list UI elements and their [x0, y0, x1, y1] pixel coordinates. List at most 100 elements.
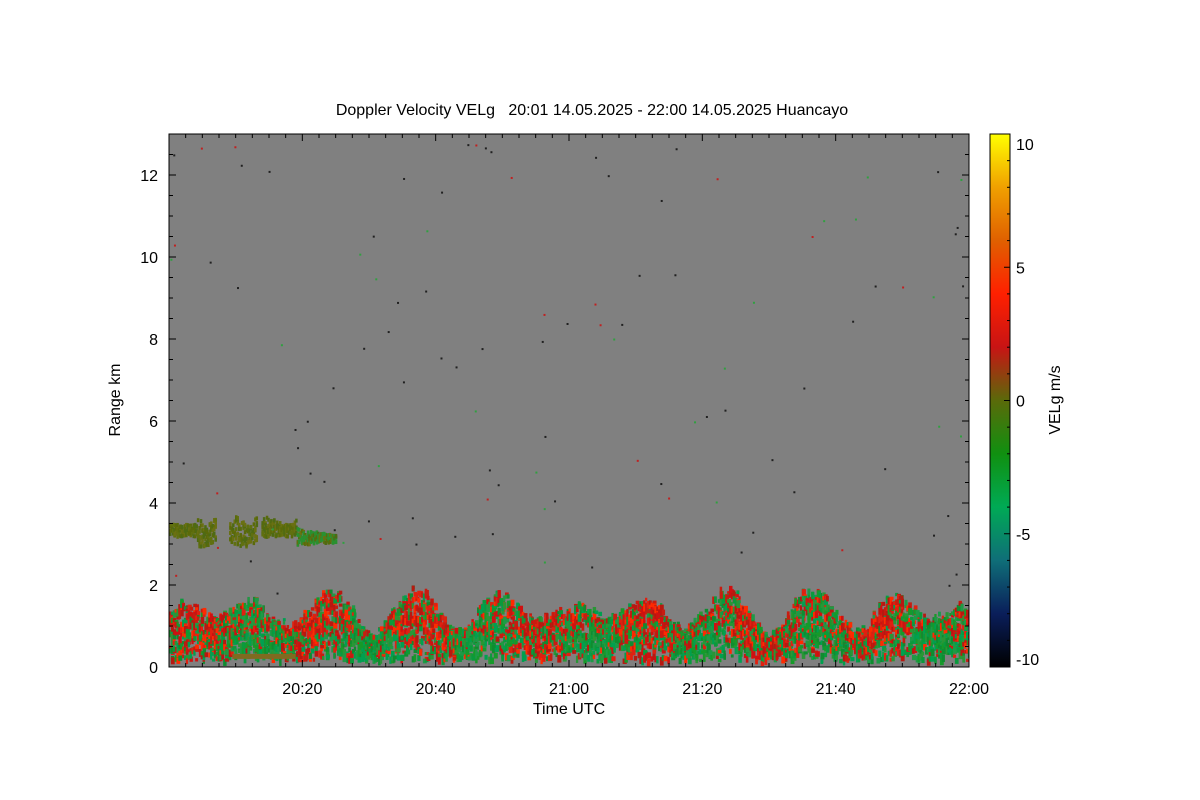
echo-cell — [223, 623, 227, 628]
echo-cell — [170, 634, 174, 642]
echo-cell — [260, 607, 264, 614]
echo-cell — [249, 628, 253, 632]
echo-cell — [282, 621, 286, 625]
echo-cell — [523, 638, 527, 644]
echo-cell — [344, 616, 348, 620]
echo-cell — [288, 629, 293, 634]
echo-cell — [669, 632, 673, 641]
echo-cell — [811, 591, 815, 600]
echo-cell — [546, 613, 549, 620]
echo-cell — [505, 632, 509, 636]
echo-cell — [564, 647, 568, 653]
echo-cell — [170, 611, 175, 619]
echo-cell — [630, 626, 633, 631]
echo-cell — [389, 646, 394, 650]
echo-cell — [409, 600, 413, 606]
echo-cell — [402, 596, 406, 602]
echo-cell — [322, 599, 325, 604]
echo-cell — [585, 640, 589, 648]
echo-cell — [346, 655, 350, 664]
echo-cell — [275, 637, 278, 644]
echo-cell — [536, 618, 540, 624]
echo-cell — [398, 608, 402, 616]
echo-cell — [254, 597, 259, 605]
echo-cell — [523, 628, 527, 637]
echo-cell — [172, 610, 176, 618]
echo-cell — [441, 624, 445, 632]
echo-cell — [422, 593, 426, 601]
echo-cell — [402, 615, 406, 623]
echo-cell — [333, 605, 336, 612]
echo-cell — [338, 595, 342, 603]
echo-cell — [475, 622, 478, 626]
echo-cell — [618, 615, 622, 623]
echo-cell — [729, 613, 732, 619]
echo-cell — [559, 635, 563, 639]
echo-cell — [264, 649, 269, 657]
echo-cell — [493, 596, 497, 602]
echo-cell — [295, 639, 300, 648]
echo-cell — [617, 623, 621, 630]
echo-cell — [258, 642, 263, 650]
echo-cell — [213, 649, 217, 655]
echo-cell — [217, 622, 221, 626]
echo-cell — [475, 638, 479, 645]
echo-cell — [600, 626, 604, 634]
echo-cell — [437, 631, 442, 639]
echo-cell — [659, 610, 664, 617]
echo-cell — [617, 617, 620, 626]
echo-cell — [443, 616, 447, 623]
echo-cell — [555, 610, 559, 618]
echo-cell — [786, 615, 790, 620]
echo-cell — [525, 641, 529, 645]
echo-cell — [198, 634, 203, 639]
echo-cell — [607, 626, 611, 634]
echo-cell — [701, 644, 704, 648]
echo-cell — [198, 649, 202, 657]
echo-cell — [406, 611, 409, 619]
echo-cell — [297, 641, 301, 650]
echo-cell — [430, 608, 435, 614]
echo-cell — [583, 652, 587, 661]
echo-cell — [611, 656, 616, 662]
echo-cell — [288, 644, 292, 651]
echo-cell — [699, 633, 704, 641]
echo-cell — [394, 630, 398, 635]
echo-cell — [219, 639, 223, 646]
echo-cell — [527, 644, 531, 653]
echo-cell — [178, 654, 183, 661]
echo-cell — [753, 642, 757, 649]
echo-cell — [379, 632, 384, 640]
echo-cell — [673, 623, 676, 631]
echo-cell — [740, 605, 744, 611]
echo-cell — [630, 616, 634, 624]
echo-cell — [807, 609, 810, 613]
echo-cell — [775, 652, 779, 658]
echo-cell — [303, 627, 306, 632]
echo-cell — [546, 646, 549, 653]
echo-cell — [469, 627, 474, 636]
echo-cell — [628, 647, 631, 653]
echo-cell — [600, 641, 604, 648]
echo-cell — [811, 638, 814, 644]
echo-cell — [628, 614, 632, 623]
echo-cell — [575, 613, 579, 620]
echo-cell — [415, 615, 420, 623]
echo-cell — [590, 655, 594, 663]
echo-cell — [365, 646, 368, 650]
echo-cell — [189, 650, 193, 655]
echo-cell — [197, 626, 200, 634]
echo-cell — [208, 652, 212, 658]
echo-cell — [568, 619, 573, 623]
echo-cell — [501, 626, 505, 631]
echo-cell — [564, 618, 567, 625]
echo-cell — [656, 624, 659, 632]
echo-cell — [615, 624, 619, 628]
echo-cell — [374, 657, 377, 663]
echo-cell — [590, 653, 595, 657]
echo-cell — [641, 632, 645, 637]
echo-cell — [706, 623, 710, 630]
echo-cell — [663, 621, 668, 629]
echo-cell — [290, 631, 294, 636]
echo-cell — [788, 624, 792, 629]
